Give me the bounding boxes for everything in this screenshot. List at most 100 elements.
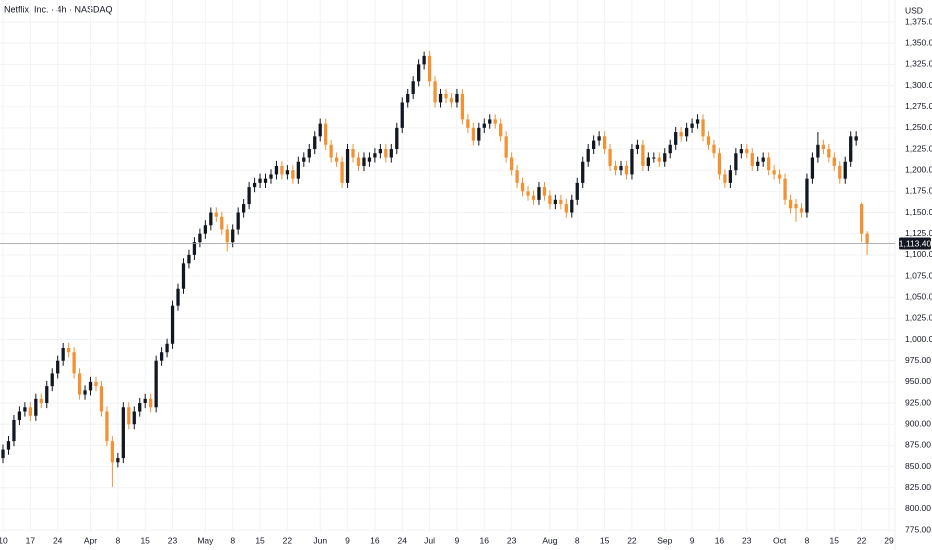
candle-body [23,407,27,412]
candle-body [66,348,71,353]
x-tick-label: 15 [255,535,265,545]
y-tick-label: 1,050.00 [905,291,932,301]
candle-body [116,458,120,463]
candle-body [400,102,404,128]
candle-body [674,132,678,145]
candle-body [56,360,60,374]
y-tick-label: 900.00 [905,418,931,428]
y-tick-label: 1,125.00 [905,228,932,238]
candle-body [274,165,279,175]
candle-body [838,165,842,179]
candle-body [340,161,344,183]
x-tick-label: Oct [773,535,787,545]
candle-body [466,119,470,128]
candle-body [630,149,634,175]
candle-body [329,144,333,158]
candle-body [772,170,776,175]
candle-body [99,386,104,412]
candle-body [477,127,481,141]
candle-body [159,352,164,361]
candle-body [438,93,443,103]
x-tick-label: 9 [690,535,695,545]
candle-body [422,55,426,65]
y-tick-label: 1,300.00 [905,80,932,90]
candle-body [247,187,251,205]
x-tick-label: 15 [600,535,610,545]
candle-body [367,157,372,162]
candle-body [657,157,661,162]
x-tick-label: 15 [830,535,840,545]
candle-body [77,373,82,395]
candle-body [198,233,202,243]
candle-body [373,153,377,158]
x-tick-label: 16 [370,535,380,545]
candle-body [537,187,541,200]
candle-body [575,182,579,200]
candle-body [34,398,38,416]
candle-body [745,149,749,154]
candle-body [859,204,864,234]
candle-body [608,149,612,166]
y-tick-label: 1,025.00 [905,313,932,323]
candle-body [843,161,847,179]
candle-body [307,149,311,158]
x-tick-label: 8 [805,535,810,545]
candle-body [520,182,525,192]
candle-body [280,165,284,175]
candle-body [531,195,536,200]
candle-body [192,242,197,255]
candle-body [460,93,465,120]
candle-body [592,140,596,150]
candle-body [395,127,399,150]
candle-body [351,149,355,158]
candle-body [302,157,306,162]
last-price-box [899,237,931,250]
x-tick-label: 17 [26,535,36,545]
y-tick-label: 925.00 [905,397,931,407]
candle-body [690,123,694,128]
candle-body [586,149,590,162]
candle-body [318,123,322,137]
y-tick-label: 775.00 [905,524,931,534]
candle-body [581,161,585,183]
candle-body [313,136,317,150]
candle-body [285,170,290,175]
candle-body [799,208,804,213]
x-tick-label: 23 [168,535,178,545]
y-tick-label: 1,325.00 [905,59,932,69]
candle-body [236,212,240,230]
candle-body [619,165,623,171]
x-tick-label: May [197,535,214,545]
y-tick-label: 1,100.00 [905,249,932,259]
candle-body [488,119,492,124]
candle-body [777,174,782,179]
x-tick-label: 10 [0,535,8,545]
currency-label: USD [905,5,923,15]
candle-body [597,136,601,141]
candle-body [695,119,700,124]
candle-body [345,149,350,183]
candle-body [553,199,558,205]
x-tick-label: 23 [742,535,752,545]
candle-body [252,182,257,188]
candle-body [493,119,497,124]
candle-body [334,157,339,162]
candle-body [635,144,640,150]
y-tick-label: 1,375.00 [905,16,932,26]
y-tick-label: 1,275.00 [905,101,932,111]
candle-body [646,157,650,166]
candle-body [433,81,437,103]
x-tick-label: 8 [230,535,235,545]
candle-body [526,191,530,196]
candle-body [269,174,273,179]
candle-body [72,352,76,374]
candle-body [783,178,787,200]
candle-body [45,386,49,404]
candle-body [739,149,743,154]
candle-body [83,390,87,395]
candle-body [624,165,629,175]
candle-body [504,136,508,158]
candle-body [258,178,262,183]
x-tick-label: 8 [115,535,120,545]
candle-body [94,381,98,387]
